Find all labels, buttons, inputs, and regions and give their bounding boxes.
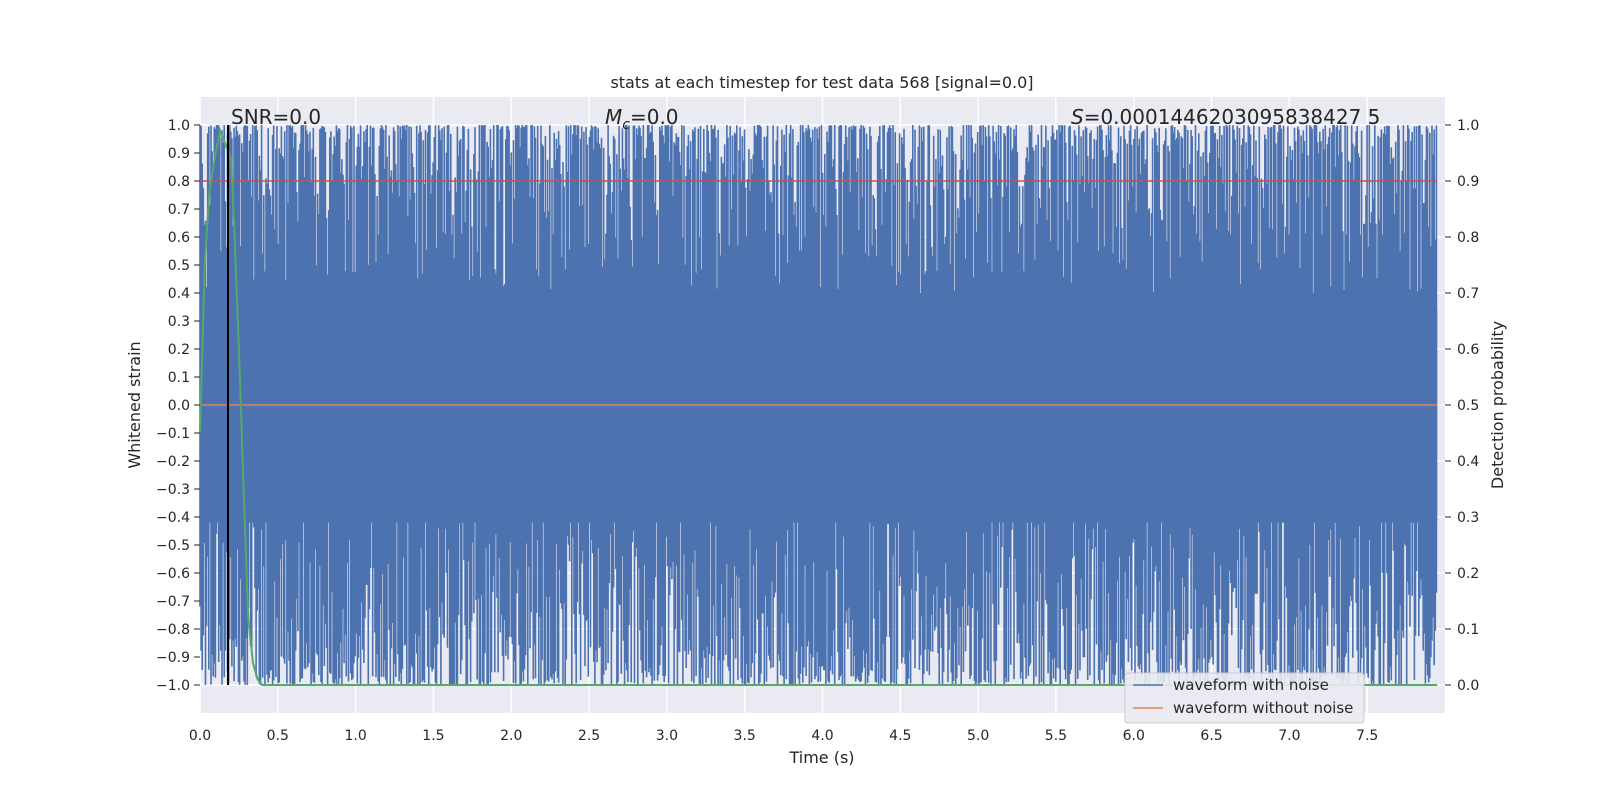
snr-annotation: SNR=0.0 <box>231 105 321 129</box>
y2-tick-label: 0.5 <box>1457 398 1479 414</box>
y-axis-label: Whitened strain <box>125 341 144 468</box>
y2-tick-label: 0.3 <box>1457 510 1479 526</box>
x-tick-label: 4.5 <box>889 728 911 744</box>
x-axis-label: Time (s) <box>788 748 854 767</box>
y2-tick-label: 0.7 <box>1457 286 1479 302</box>
y2-axis-label: Detection probability <box>1488 321 1507 489</box>
x-tick-label: 7.5 <box>1356 728 1378 744</box>
x-tick-label: 5.5 <box>1045 728 1067 744</box>
legend-label-noise: waveform with noise <box>1173 676 1329 694</box>
y-tick-label: −0.3 <box>156 482 190 498</box>
legend: waveform with noise waveform without noi… <box>1124 672 1365 724</box>
y-tick-label: 0.0 <box>168 398 190 414</box>
y-tick-label: 0.8 <box>168 174 190 190</box>
x-tick-label: 3.0 <box>656 728 678 744</box>
y-tick-label: −0.8 <box>156 622 190 638</box>
y-tick-label: −0.5 <box>156 538 190 554</box>
y2-tick-label: 0.0 <box>1457 678 1479 694</box>
y-tick-label: 0.9 <box>168 146 190 162</box>
y2-tick-label: 0.6 <box>1457 342 1479 358</box>
y-tick-label: 0.1 <box>168 370 190 386</box>
y-tick-label: −0.7 <box>156 594 190 610</box>
y2-tick-label: 0.2 <box>1457 566 1479 582</box>
mc-subscript: c <box>622 117 630 133</box>
x-tick-label: 6.5 <box>1200 728 1222 744</box>
x-tick-label: 3.5 <box>734 728 756 744</box>
x-tick-label: 2.0 <box>500 728 522 744</box>
y-tick-label: 1.0 <box>168 118 190 134</box>
y2-tick-label: 0.1 <box>1457 622 1479 638</box>
mc-annotation: Mc=0.0 <box>605 105 679 133</box>
y-tick-label: 0.7 <box>168 202 190 218</box>
x-tick-label: 2.5 <box>578 728 600 744</box>
y2-tick-label: 0.4 <box>1457 454 1479 470</box>
mc-value: =0.0 <box>630 105 679 129</box>
x-tick-label: 0.0 <box>189 728 211 744</box>
noise-series <box>199 125 1438 685</box>
y-tick-label: −0.2 <box>156 454 190 470</box>
legend-box <box>1124 672 1365 724</box>
y-tick-label: −0.6 <box>156 566 190 582</box>
y2-tick-label: 0.9 <box>1457 174 1479 190</box>
waveform-with-noise <box>199 125 1438 685</box>
y2-tick-label: 0.8 <box>1457 230 1479 246</box>
s-annotation: S=0.0001446203095838427 5 <box>1071 105 1380 129</box>
y-tick-label: −0.9 <box>156 650 190 666</box>
y-tick-label: 0.5 <box>168 258 190 274</box>
y-tick-label: −1.0 <box>156 678 190 694</box>
ticks-layer: 0.0 0.5 1.0 1.5 2.0 2.5 3.0 3.5 4.0 4.5 5.0 5.5 6.0 6… <box>156 118 1479 744</box>
detection-probability-line <box>199 127 1438 686</box>
x-tick-label: 1.0 <box>344 728 366 744</box>
s-value: =0.0001446203095838427 5 <box>1084 105 1381 129</box>
y2-tick-label: 1.0 <box>1457 118 1479 134</box>
x-tick-label: 0.5 <box>267 728 289 744</box>
chart-title: stats at each timestep for test data 568… <box>610 73 1033 92</box>
x-tick-label: 7.0 <box>1278 728 1300 744</box>
y-tick-label: 0.6 <box>168 230 190 246</box>
legend-label-clean: waveform without noise <box>1173 699 1353 717</box>
lines-layer <box>199 125 1438 686</box>
x-tick-label: 4.0 <box>811 728 833 744</box>
x-tick-label: 1.5 <box>422 728 444 744</box>
y-tick-label: 0.3 <box>168 314 190 330</box>
s-symbol: S <box>1071 105 1084 129</box>
mc-symbol: M <box>605 105 622 129</box>
y-tick-label: −0.1 <box>156 426 190 442</box>
x-tick-label: 6.0 <box>1123 728 1145 744</box>
y-tick-label: 0.2 <box>168 342 190 358</box>
y-tick-label: 0.4 <box>168 286 190 302</box>
y-tick-label: −0.4 <box>156 510 190 526</box>
x-tick-label: 5.0 <box>967 728 989 744</box>
